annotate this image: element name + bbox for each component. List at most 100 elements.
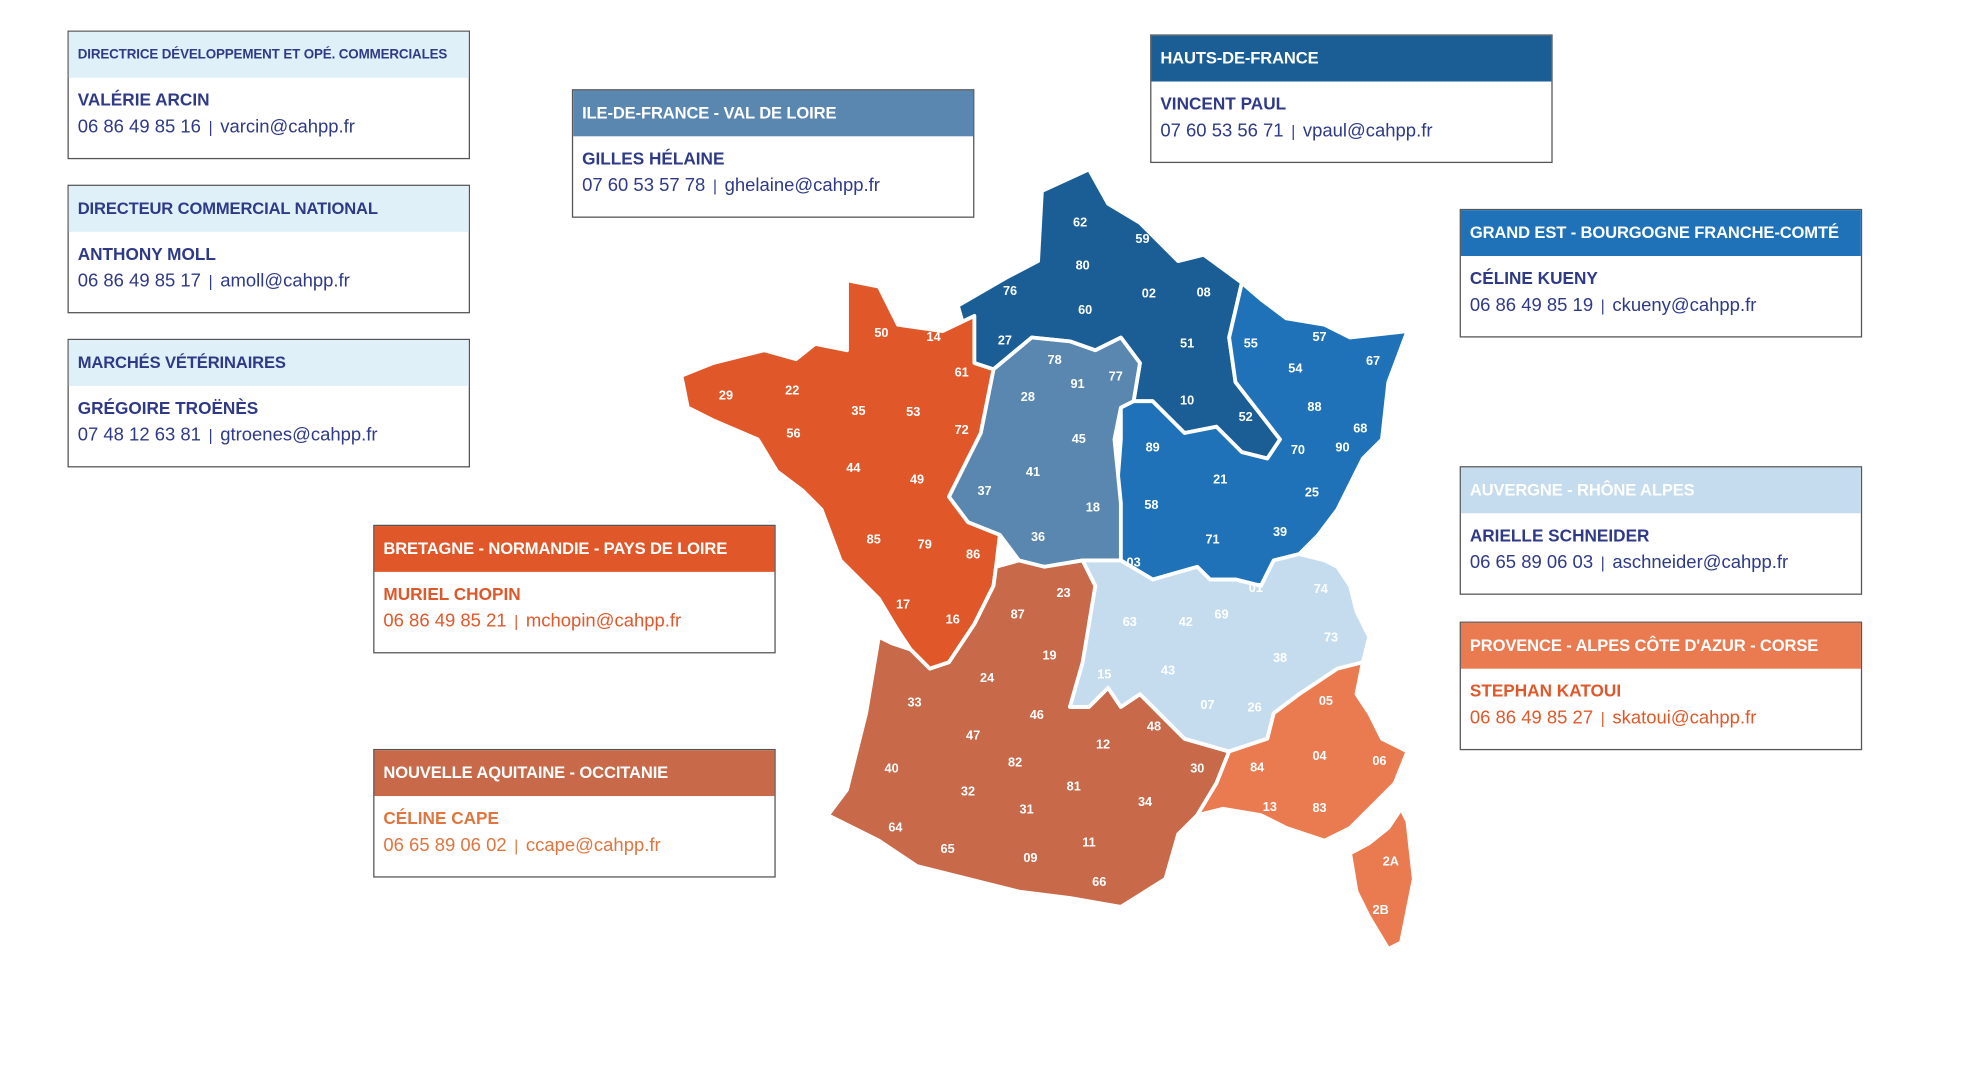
department-label: 15 [1097, 666, 1111, 681]
department-label: 09 [1023, 850, 1037, 865]
department-label: 24 [980, 670, 994, 685]
department-label: 34 [1138, 794, 1152, 809]
contact-email[interactable]: aschneider@cahpp.fr [1612, 552, 1789, 574]
department-label: 42 [1179, 614, 1193, 629]
card-header: BRETAGNE - NORMANDIE - PAYS DE LOIRE [374, 526, 775, 572]
contact-line: 07 60 53 57 78 | ghelaine@cahpp.fr [582, 176, 973, 196]
contact-phone[interactable]: 06 86 49 85 16 [77, 117, 201, 138]
contact-card-grandest: GRAND EST - BOURGOGNE FRANCHE-COMTÉ CÉLI… [1459, 208, 1863, 338]
department-label: 61 [955, 365, 969, 380]
contact-line: 06 86 49 85 27 | skatoui@cahpp.fr [1470, 708, 1861, 728]
contact-email[interactable]: amoll@cahpp.fr [220, 271, 350, 292]
contact-email[interactable]: skatoui@cahpp.fr [1612, 708, 1757, 729]
department-label: 74 [1314, 581, 1328, 596]
department-label: 32 [961, 784, 975, 799]
separator: | [1291, 122, 1296, 141]
contact-card-veterinaires: MARCHÉS VÉTÉRINAIRES GRÉGOIRE TROËNÈS 07… [67, 338, 470, 468]
region-shape-corse[interactable] [1348, 806, 1416, 951]
contact-email[interactable]: gtroenes@cahpp.fr [220, 425, 378, 446]
department-label: 78 [1048, 352, 1062, 367]
contact-phone[interactable]: 06 86 49 85 21 [383, 611, 507, 632]
contact-line: 06 86 49 85 17 | amoll@cahpp.fr [78, 271, 469, 291]
contact-email[interactable]: ghelaine@cahpp.fr [724, 175, 880, 197]
contact-name: STEPHAN KATOUI [1469, 681, 1622, 701]
card-header: DIRECTEUR COMMERCIAL NATIONAL [68, 185, 469, 232]
contact-email[interactable]: ccape@cahpp.fr [525, 835, 661, 856]
department-label: 81 [1067, 779, 1081, 794]
contact-email[interactable]: vpaul@cahpp.fr [1302, 121, 1433, 142]
department-label: 87 [1011, 607, 1025, 622]
department-label: 58 [1144, 497, 1158, 512]
department-label: 89 [1146, 440, 1160, 455]
department-label: 27 [998, 333, 1012, 348]
department-label: 65 [941, 841, 955, 856]
department-label: 03 [1127, 554, 1141, 569]
contact-phone[interactable]: 07 60 53 57 78 [582, 175, 706, 197]
department-label: 19 [1042, 647, 1056, 662]
contact-name: ARIELLE SCHNEIDER [1469, 526, 1650, 546]
card-header: HAUTS-DE-FRANCE [1151, 35, 1552, 82]
contact-card-national: DIRECTEUR COMMERCIAL NATIONAL ANTHONY MO… [67, 184, 470, 314]
department-label: 57 [1312, 329, 1326, 344]
department-label: 02 [1142, 286, 1156, 301]
contact-card-paca: PROVENCE - ALPES CÔTE D'AZUR - CORSE STE… [1459, 621, 1863, 751]
separator: | [208, 426, 213, 445]
contact-email[interactable]: varcin@cahpp.fr [220, 117, 355, 138]
region-shape-bretagne[interactable] [679, 278, 1002, 671]
contact-phone[interactable]: 06 65 89 06 03 [1469, 552, 1594, 574]
separator: | [514, 836, 519, 855]
contact-card-aquitaine: NOUVELLE AQUITAINE - OCCITANIE CÉLINE CA… [373, 748, 776, 878]
department-label: 11 [1082, 835, 1095, 850]
department-label: 25 [1305, 484, 1319, 499]
separator: | [1600, 296, 1605, 315]
department-label: 51 [1180, 335, 1194, 350]
separator: | [208, 272, 213, 291]
region-shape-paca[interactable] [1195, 660, 1410, 843]
contact-card-auvergne: AUVERGNE - RHÔNE ALPES ARIELLE SCHNEIDER… [1459, 466, 1863, 595]
department-label: 54 [1288, 361, 1302, 376]
department-label: 63 [1123, 614, 1137, 629]
contact-phone[interactable]: 06 86 49 85 19 [1469, 295, 1594, 316]
department-label: 26 [1248, 700, 1262, 715]
contact-phone[interactable]: 07 60 53 56 71 [1160, 121, 1284, 142]
department-label: 08 [1197, 284, 1211, 299]
card-header: PROVENCE - ALPES CÔTE D'AZUR - CORSE [1460, 622, 1861, 669]
department-label: 73 [1324, 629, 1338, 644]
separator: | [712, 177, 717, 195]
department-label: 13 [1263, 799, 1277, 814]
department-label: 10 [1180, 393, 1194, 408]
department-label: 2A [1383, 854, 1399, 869]
contact-email[interactable]: ckueny@cahpp.fr [1612, 295, 1757, 316]
card-header: ILE-DE-FRANCE - VAL DE LOIRE [573, 90, 974, 137]
department-label: 30 [1190, 761, 1204, 776]
card-header: AUVERGNE - RHÔNE ALPES [1460, 467, 1861, 514]
department-label: 21 [1213, 472, 1227, 487]
region-bretagne[interactable]: 50 14 61 29 22 35 53 72 56 44 49 85 79 86 17 16 [679, 278, 1002, 671]
department-label: 66 [1092, 874, 1106, 889]
contact-phone[interactable]: 07 48 12 63 81 [77, 425, 201, 446]
department-label: 36 [1031, 529, 1045, 544]
department-label: 17 [896, 596, 910, 611]
department-label: 43 [1161, 663, 1175, 678]
department-label: 28 [1021, 389, 1035, 404]
contact-name: CÉLINE CAPE [383, 808, 499, 828]
department-label: 83 [1312, 800, 1326, 815]
contact-name: ANTHONY MOLL [77, 244, 216, 264]
department-label: 56 [786, 426, 800, 441]
region-paca[interactable]: 05 84 04 06 13 83 2A 2B [1195, 660, 1416, 951]
department-label: 45 [1072, 431, 1086, 446]
separator: | [1600, 709, 1605, 728]
card-header: NOUVELLE AQUITAINE - OCCITANIE [374, 750, 775, 797]
contact-phone[interactable]: 06 86 49 85 17 [77, 271, 201, 292]
department-label: 06 [1372, 753, 1386, 768]
contact-line: 06 86 49 85 21 | mchopin@cahpp.fr [383, 611, 774, 631]
contact-phone[interactable]: 06 65 89 06 02 [383, 835, 507, 856]
department-label: 44 [846, 460, 860, 475]
department-label: 80 [1076, 258, 1090, 273]
contact-phone[interactable]: 06 86 49 85 27 [1469, 708, 1594, 729]
region-auvergne[interactable]: 03 01 74 63 42 69 73 38 15 43 07 26 [1067, 552, 1372, 754]
contact-email[interactable]: mchopin@cahpp.fr [525, 611, 682, 632]
contact-name: VALÉRIE ARCIN [77, 90, 210, 110]
contact-name: GRÉGOIRE TROËNÈS [77, 398, 259, 418]
